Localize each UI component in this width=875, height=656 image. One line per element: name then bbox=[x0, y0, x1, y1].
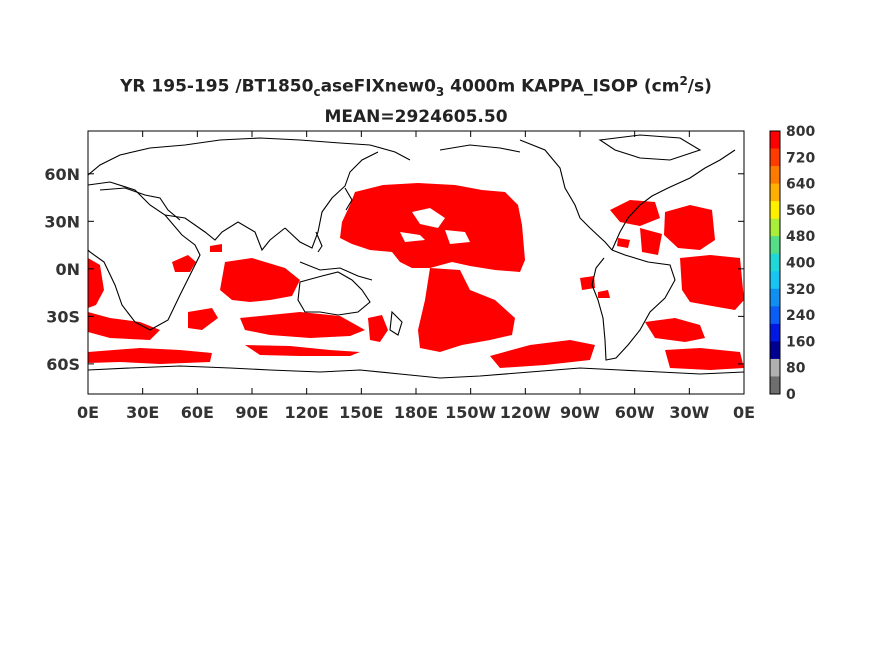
x-tick-label: 150E bbox=[339, 403, 383, 422]
colorbar-label: 800 bbox=[786, 124, 815, 140]
colorbar-segment bbox=[770, 306, 780, 325]
y-tick-label: 30S bbox=[46, 307, 80, 326]
colorbar-segment bbox=[770, 166, 780, 185]
coast-alaska bbox=[439, 144, 521, 153]
colorbar-segment bbox=[770, 341, 780, 360]
field-patch-gulf-guinea bbox=[88, 258, 104, 308]
field-patch-south-atlantic-west bbox=[680, 255, 744, 310]
field-patch-tasman bbox=[368, 315, 388, 342]
colorbar-segment bbox=[770, 131, 780, 150]
colorbar-label: 0 bbox=[786, 387, 796, 403]
colorbar-segment bbox=[770, 323, 780, 342]
coast-australia bbox=[297, 271, 371, 316]
colorbar-label: 720 bbox=[786, 150, 815, 166]
x-axis-labels: 0E 30E 60E 90E 120E 150E 180E 150W 120W 90W 60W 30W… bbox=[77, 403, 755, 422]
coast-greenland bbox=[598, 134, 702, 161]
map-title: YR 195-195 /BT1850caseFIXnew03 4000m KAP… bbox=[120, 74, 712, 100]
colorbar-label: 240 bbox=[786, 308, 815, 324]
kappa-field-layer bbox=[88, 183, 744, 370]
field-patch-southern-pacific bbox=[490, 340, 595, 368]
coast-north-america-west bbox=[519, 139, 613, 251]
colorbar-segment bbox=[770, 358, 780, 377]
colorbar-segment bbox=[770, 183, 780, 202]
field-patch-southern-ocean-west bbox=[88, 348, 212, 364]
field-patch-caribbean bbox=[617, 238, 630, 248]
coast-europe-south bbox=[99, 187, 181, 221]
coast-japan bbox=[344, 187, 353, 211]
field-hole-1 bbox=[412, 208, 445, 228]
field-hole-3 bbox=[445, 230, 470, 244]
coast-africa bbox=[88, 181, 201, 331]
field-patch-argentine-basin bbox=[645, 318, 705, 342]
coast-south-america bbox=[591, 249, 676, 361]
field-patch-north-atlantic-west bbox=[610, 200, 660, 226]
colorbar-segment bbox=[770, 148, 780, 167]
x-tick-label: 120E bbox=[285, 403, 329, 422]
colorbar-label: 320 bbox=[786, 282, 815, 298]
colorbar-segment bbox=[770, 236, 780, 255]
field-patch-east-africa bbox=[172, 255, 196, 272]
coast-antarctica bbox=[88, 365, 744, 379]
colorbar-label: 400 bbox=[786, 256, 815, 272]
colorbar-label: 640 bbox=[786, 177, 815, 193]
colorbar-label: 160 bbox=[786, 334, 815, 350]
field-patch-madagascar bbox=[188, 308, 218, 330]
field-hole-2 bbox=[400, 232, 425, 242]
field-patch-indian-small bbox=[210, 244, 222, 252]
x-tick-label: 60W bbox=[615, 403, 655, 422]
y-tick-label: 60S bbox=[46, 355, 80, 374]
map-mean-subtitle: MEAN=2924605.50 bbox=[324, 107, 508, 127]
colorbar-frame bbox=[769, 130, 781, 395]
coast-north-america-east bbox=[611, 149, 736, 251]
colorbar-segment bbox=[770, 253, 780, 272]
coast-maritime bbox=[299, 261, 373, 281]
field-patch-south-pacific bbox=[418, 268, 515, 352]
coast-east-asia bbox=[284, 151, 379, 249]
y-tick-label: 0N bbox=[55, 260, 80, 279]
coastline-layer bbox=[88, 134, 744, 379]
coast-eurasia-north bbox=[88, 137, 411, 176]
coast-new-zealand bbox=[389, 310, 403, 336]
y-axis-labels: 60N 30N 0N 30S 60S bbox=[44, 165, 80, 374]
field-patch-mid-atlantic bbox=[640, 228, 662, 255]
y-tick-label: 60N bbox=[44, 165, 80, 184]
colorbar-segment bbox=[770, 218, 780, 237]
field-patch-north-pacific bbox=[340, 183, 525, 272]
colorbar-segment bbox=[770, 288, 780, 307]
field-patch-southern-indian bbox=[240, 312, 365, 338]
field-patch-southern-ocean-mid bbox=[245, 345, 360, 356]
field-patch-north-atlantic-east bbox=[664, 205, 715, 250]
y-tick-label: 30N bbox=[44, 212, 80, 231]
colorbar-label: 480 bbox=[786, 229, 815, 245]
colorbar-segment bbox=[770, 376, 780, 395]
colorbar-segment bbox=[770, 271, 780, 290]
x-tick-label: 0E bbox=[77, 403, 99, 422]
field-patch-indian-ocean bbox=[220, 258, 300, 302]
field-patch-south-atlantic-east bbox=[665, 348, 744, 370]
x-tick-label: 150W bbox=[445, 403, 496, 422]
colorbar-label: 560 bbox=[786, 203, 815, 219]
x-tick-label: 90E bbox=[235, 403, 268, 422]
x-tick-label: 60E bbox=[181, 403, 214, 422]
x-tick-label: 30W bbox=[669, 403, 709, 422]
coast-philippines bbox=[315, 231, 323, 253]
coast-arabia bbox=[164, 214, 286, 252]
x-tick-label: 120W bbox=[500, 403, 551, 422]
field-patch-sw-atlantic-2 bbox=[598, 290, 610, 298]
colorbar-segment bbox=[770, 201, 780, 220]
x-tick-label: 30E bbox=[126, 403, 159, 422]
x-tick-label: 180E bbox=[394, 403, 438, 422]
x-tick-label: 90W bbox=[560, 403, 600, 422]
field-patch-sw-atlantic bbox=[580, 276, 595, 290]
field-patch-southern-ocean-atl bbox=[88, 312, 160, 340]
x-tick-label: 0E bbox=[733, 403, 755, 422]
colorbar-label: 80 bbox=[786, 361, 806, 377]
axis-ticks bbox=[87, 131, 745, 394]
